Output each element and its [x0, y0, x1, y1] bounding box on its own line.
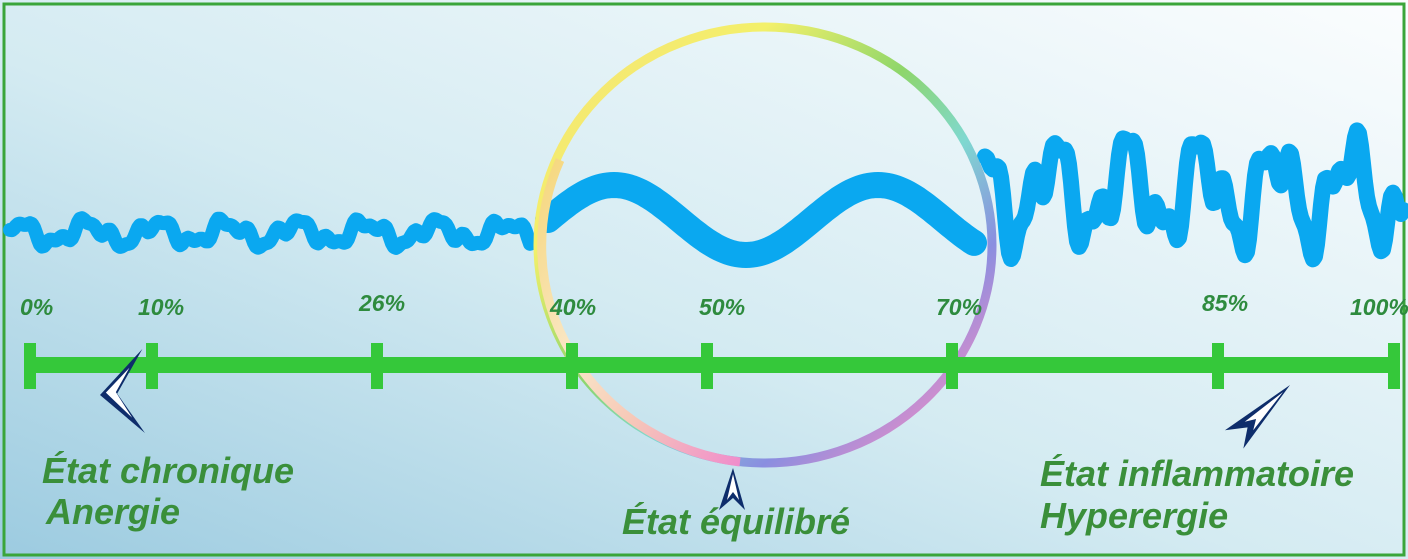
- arrow-chronic: [100, 349, 145, 434]
- tick-mark: [701, 343, 713, 389]
- tick-mark: [146, 343, 158, 389]
- wave-chronic-small: [3, 211, 537, 255]
- arrow-highlight: [105, 367, 133, 418]
- state-inflammatory: État inflammatoire Hyperergie: [1040, 453, 1354, 536]
- tick-mark: [371, 343, 383, 389]
- state-chronic-subtitle: Anergie: [45, 491, 180, 532]
- tick-mark: [1388, 343, 1400, 389]
- wave-inflammatory-large: [977, 122, 1408, 268]
- wave-group: [3, 122, 1408, 269]
- tick-label: 50%: [699, 294, 745, 320]
- tick-mark: [946, 343, 958, 389]
- wave-balanced-smooth: [535, 171, 987, 269]
- tick-label: 0%: [20, 294, 53, 320]
- state-inflammatory-title: État inflammatoire: [1040, 453, 1354, 494]
- tick-mark: [566, 343, 578, 389]
- tick-mark: [24, 343, 36, 389]
- tick-label: 40%: [549, 294, 596, 320]
- arrow-balanced: [719, 468, 745, 510]
- tick-label: 85%: [1202, 290, 1248, 316]
- tick-label: 26%: [358, 290, 405, 316]
- state-chronic: État chronique Anergie: [42, 450, 294, 532]
- arrow-highlight: [1244, 392, 1283, 431]
- state-balanced: État équilibré: [622, 501, 850, 542]
- tick-mark: [1212, 343, 1224, 389]
- tick-label: 70%: [936, 294, 982, 320]
- tick-label: 100%: [1350, 294, 1408, 320]
- tick-marks: [24, 343, 1400, 389]
- arrow-inflammatory: [1224, 385, 1290, 449]
- percentage-scale: 0% 10% 26% 40% 50% 70% 85% 100%: [20, 290, 1408, 389]
- tick-labels: 0% 10% 26% 40% 50% 70% 85% 100%: [20, 290, 1408, 320]
- arrow-highlight: [727, 474, 739, 500]
- state-chronic-title: État chronique: [42, 450, 294, 491]
- state-inflammatory-subtitle: Hyperergie: [1040, 495, 1228, 536]
- state-balanced-title: État équilibré: [622, 501, 850, 542]
- tick-label: 10%: [138, 294, 184, 320]
